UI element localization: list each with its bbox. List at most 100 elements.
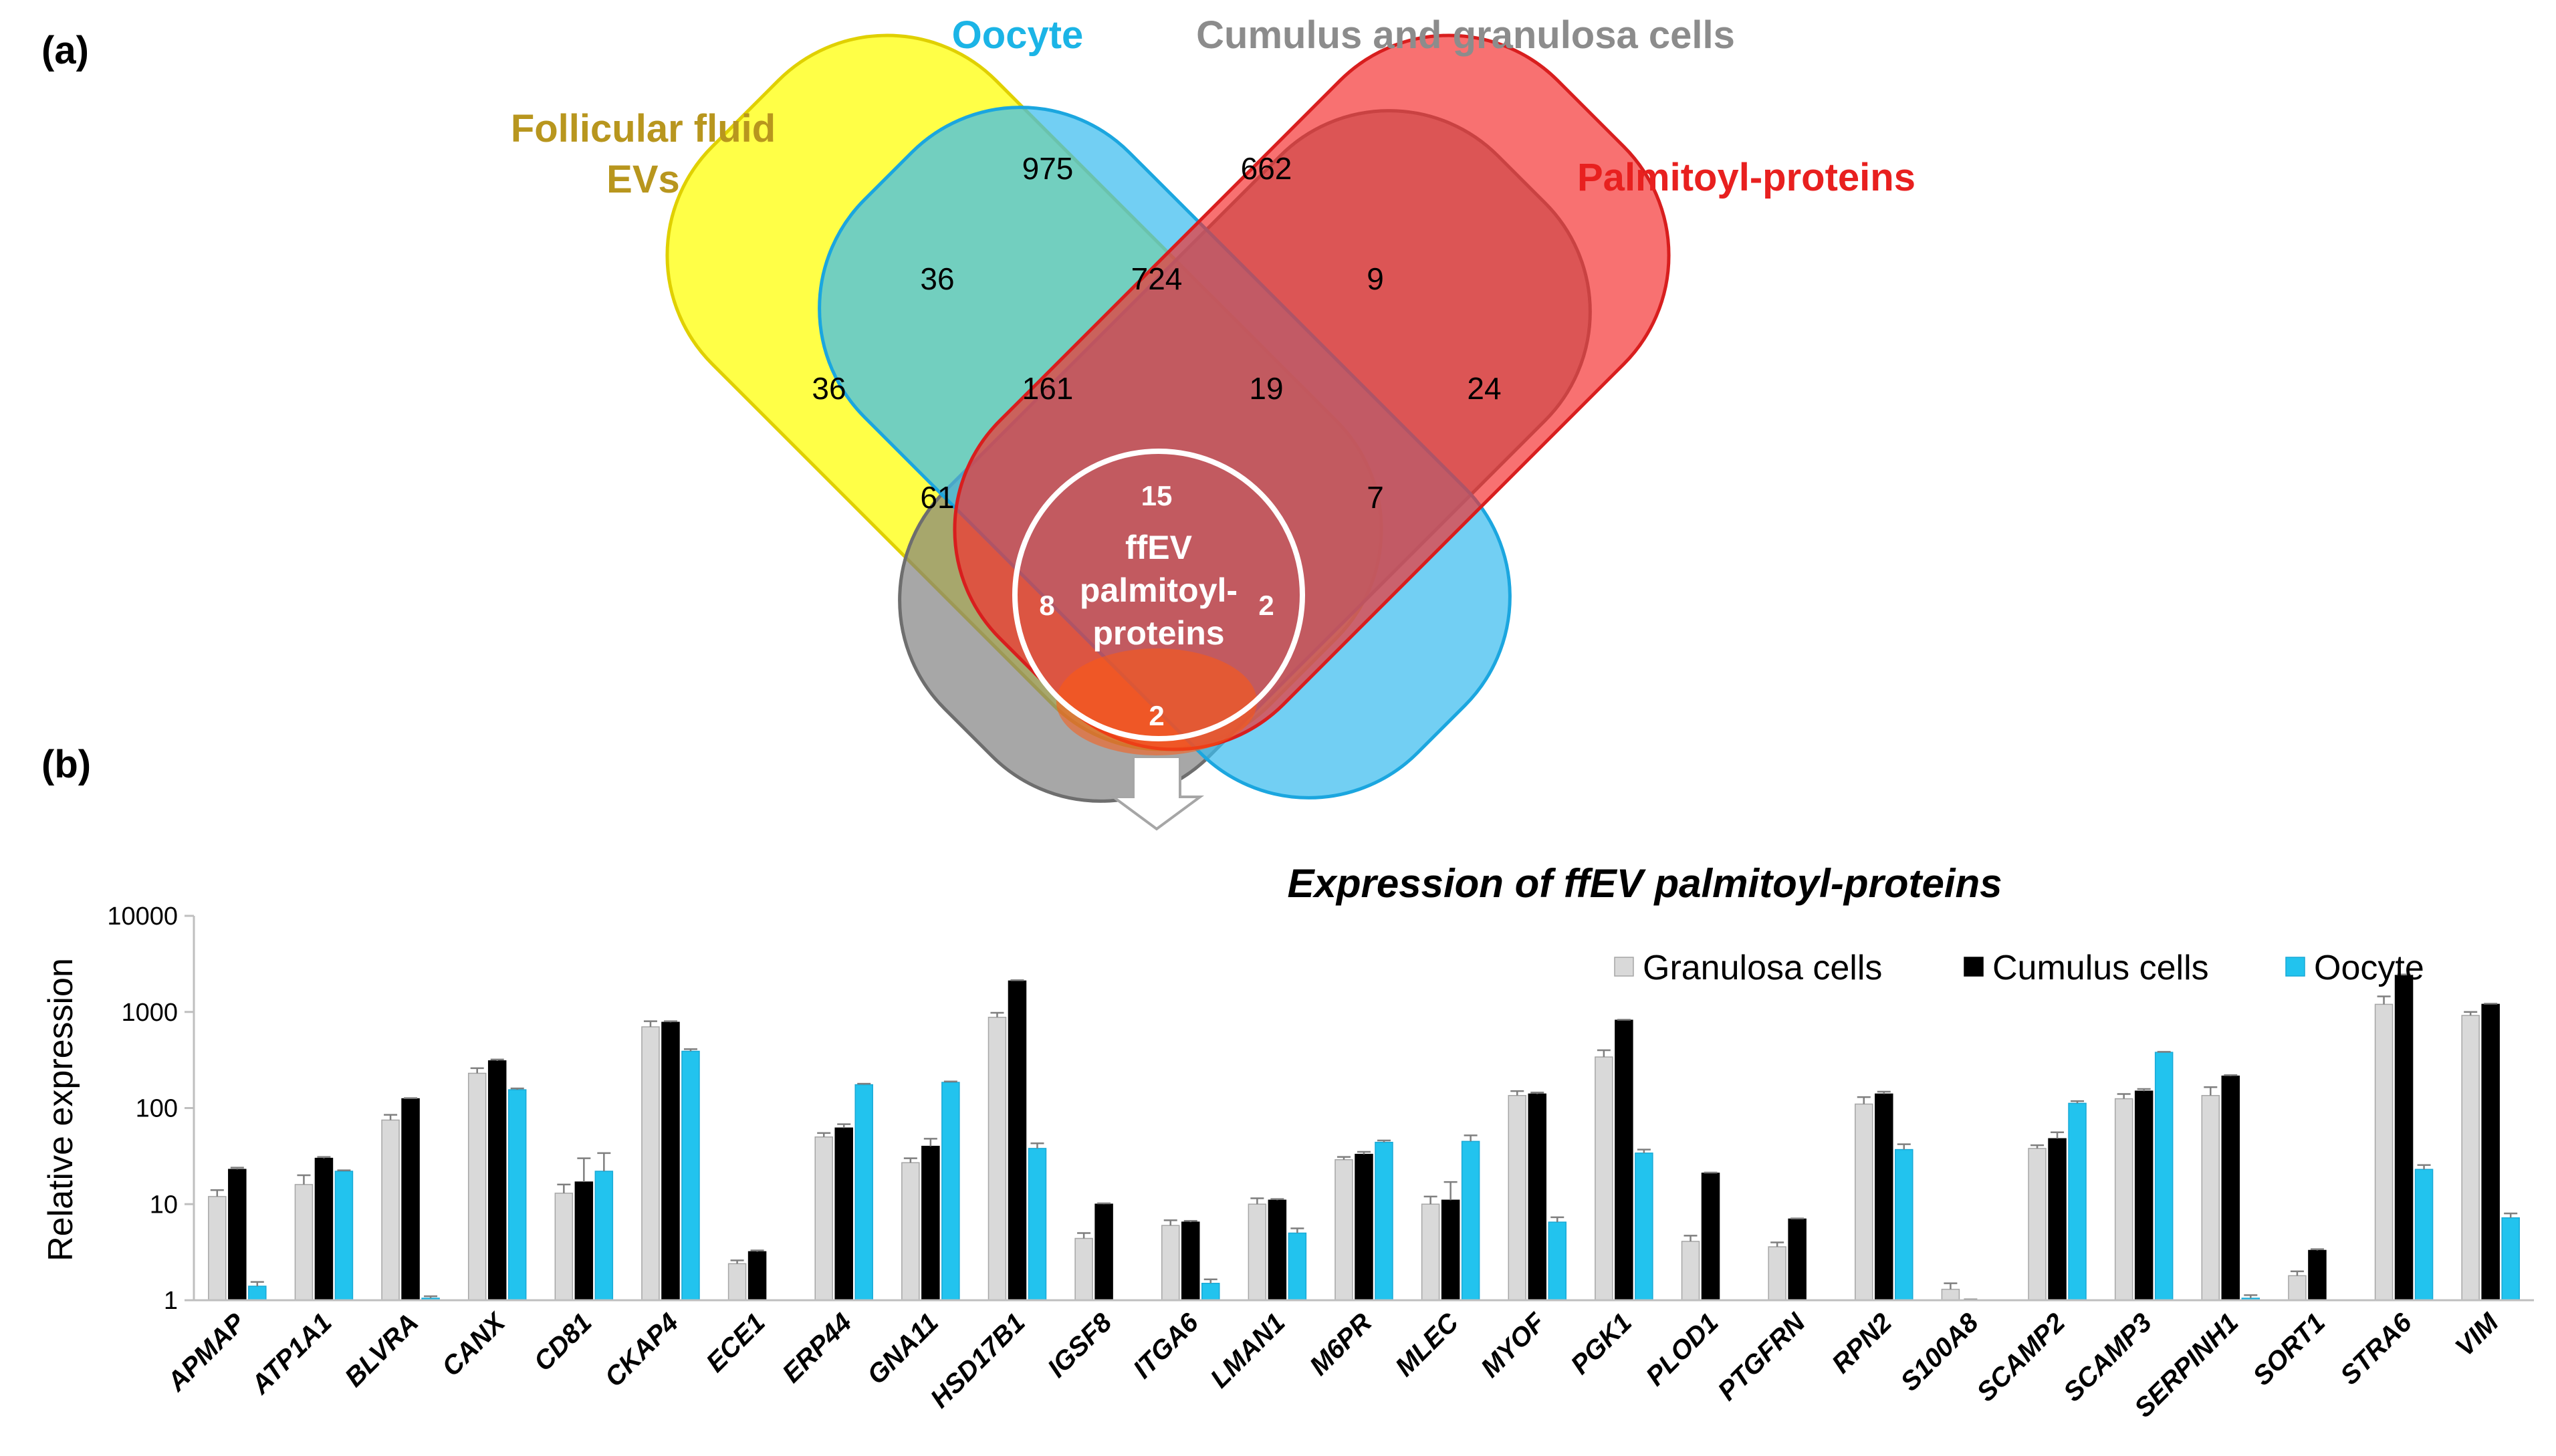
x-tick-label-m6pr: M6PR bbox=[1304, 1308, 1378, 1381]
error-bar-itga6-cumulus-cells bbox=[1183, 1220, 1197, 1223]
region-count-cumulus-palmitoyl: 9 bbox=[1367, 261, 1384, 296]
x-tick-label-erp44: ERP44 bbox=[777, 1308, 858, 1388]
region-count-cumulus-only: 662 bbox=[1241, 151, 1292, 186]
error-bar-rpn2-cumulus-cells bbox=[1877, 1090, 1891, 1094]
error-bar-mlec-granulosa-cells bbox=[1423, 1195, 1437, 1205]
bar-pgk1-cumulus-cells bbox=[1615, 1019, 1633, 1301]
bar-apmap-granulosa-cells bbox=[208, 1196, 227, 1301]
error-bar-s100a8-granulosa-cells bbox=[1944, 1282, 1958, 1290]
bar-sort1-granulosa-cells bbox=[2288, 1275, 2307, 1301]
error-bar-canx-oocyte bbox=[510, 1087, 524, 1090]
bar-myof-granulosa-cells bbox=[1508, 1095, 1527, 1301]
bar-ckap4-granulosa-cells bbox=[641, 1026, 660, 1301]
bar-ece1-cumulus-cells bbox=[747, 1251, 767, 1301]
error-bar-myof-granulosa-cells bbox=[1510, 1090, 1524, 1096]
circle-label-line3: proteins bbox=[1092, 614, 1224, 652]
bar-cd81-cumulus-cells bbox=[574, 1181, 594, 1301]
error-bar-myof-oocyte bbox=[1550, 1216, 1564, 1223]
x-tick-label-hsd17b1: HSD17B1 bbox=[925, 1308, 1030, 1413]
bar-lman1-oocyte bbox=[1288, 1232, 1307, 1301]
error-bar-cd81-granulosa-cells bbox=[557, 1183, 571, 1193]
error-bar-sort1-granulosa-cells bbox=[2290, 1270, 2304, 1276]
bar-scamp3-cumulus-cells bbox=[2134, 1090, 2154, 1301]
region-count-oocyte-only: 975 bbox=[1022, 151, 1074, 186]
error-bar-itga6-oocyte bbox=[1203, 1278, 1217, 1284]
y-tick-label: 1 bbox=[164, 1287, 178, 1315]
error-bar-vim-granulosa-cells bbox=[2464, 1011, 2478, 1015]
error-bar-mlec-oocyte bbox=[1464, 1134, 1478, 1142]
bar-mlec-cumulus-cells bbox=[1441, 1199, 1460, 1301]
x-tick-label-scamp2: SCAMP2 bbox=[1971, 1308, 2071, 1407]
bar-pgk1-oocyte bbox=[1635, 1152, 1653, 1301]
bar-myof-cumulus-cells bbox=[1528, 1093, 1547, 1301]
set-label-palmitoyl-proteins: Palmitoyl-proteins bbox=[1577, 156, 1915, 199]
region-count-ffev-oocyte-cumulus: 161 bbox=[1022, 371, 1074, 406]
error-bar-apmap-oocyte bbox=[250, 1281, 264, 1286]
legend-item-cumulus-cells: Cumulus cells bbox=[1964, 949, 2209, 987]
bar-serpinh1-granulosa-cells bbox=[2201, 1095, 2220, 1301]
bar-hsd17b1-granulosa-cells bbox=[987, 1016, 1007, 1301]
x-tick-label-apmap: APMAP bbox=[161, 1308, 251, 1397]
error-bar-erp44-cumulus-cells bbox=[837, 1123, 851, 1128]
x-tick-label-lman1: LMAN1 bbox=[1205, 1308, 1291, 1394]
bar-cd81-granulosa-cells bbox=[554, 1193, 574, 1301]
y-tick-label: 10 bbox=[150, 1191, 178, 1219]
error-bar-stra6-oocyte bbox=[2417, 1164, 2431, 1170]
circle-label-line2: palmitoyl- bbox=[1080, 572, 1238, 609]
bar-erp44-oocyte bbox=[854, 1084, 873, 1301]
bar-vim-cumulus-cells bbox=[2481, 1003, 2500, 1301]
error-bar-rpn2-granulosa-cells bbox=[1857, 1096, 1871, 1104]
bars bbox=[208, 975, 2520, 1301]
bar-stra6-cumulus-cells bbox=[2394, 975, 2414, 1301]
error-bar-pgk1-cumulus-cells bbox=[1617, 1019, 1631, 1021]
y-tick-label: 1000 bbox=[121, 999, 178, 1027]
error-bar-vim-cumulus-cells bbox=[2484, 1003, 2498, 1005]
bar-gna11-granulosa-cells bbox=[901, 1162, 920, 1301]
error-bar-apmap-cumulus-cells bbox=[230, 1167, 244, 1170]
error-bar-lman1-oocyte bbox=[1290, 1227, 1304, 1233]
x-tick-label-rpn2: RPN2 bbox=[1827, 1308, 1898, 1379]
region-count-ffev-palmitoyl: 2 bbox=[1149, 700, 1164, 731]
error-bar-atp1a1-cumulus-cells bbox=[317, 1156, 331, 1159]
bar-atp1a1-granulosa-cells bbox=[294, 1184, 314, 1301]
error-bar-blvra-cumulus-cells bbox=[404, 1097, 418, 1099]
legend-item-oocyte: Oocyte bbox=[2285, 949, 2424, 987]
bar-lman1-cumulus-cells bbox=[1268, 1199, 1287, 1301]
bar-rpn2-oocyte bbox=[1895, 1148, 1913, 1301]
bar-blvra-cumulus-cells bbox=[401, 1098, 420, 1301]
legend-swatch bbox=[1964, 957, 1984, 977]
x-tick-label-canx: CANX bbox=[437, 1307, 512, 1382]
bar-canx-oocyte bbox=[507, 1089, 527, 1301]
error-bar-gna11-cumulus-cells bbox=[923, 1138, 937, 1146]
error-bar-blvra-oocyte bbox=[424, 1295, 438, 1298]
region-count-ffev-cumulus-palmitoyl: 8 bbox=[1039, 590, 1054, 621]
region-count-ffev-oocyte: 36 bbox=[920, 261, 954, 296]
bar-itga6-granulosa-cells bbox=[1161, 1225, 1180, 1301]
bar-myof-oocyte bbox=[1548, 1221, 1567, 1301]
y-axis-label: Relative expression bbox=[41, 958, 80, 1261]
bar-lman1-granulosa-cells bbox=[1248, 1203, 1267, 1301]
error-bar-ckap4-granulosa-cells bbox=[643, 1020, 657, 1027]
bar-erp44-granulosa-cells bbox=[814, 1136, 833, 1301]
region-count-all-four: 15 bbox=[1141, 480, 1173, 511]
bar-blvra-granulosa-cells bbox=[381, 1119, 400, 1301]
legend-label: Oocyte bbox=[2314, 949, 2424, 987]
error-bar-mlec-cumulus-cells bbox=[1443, 1181, 1458, 1201]
bar-erp44-cumulus-cells bbox=[834, 1127, 853, 1301]
bar-apmap-oocyte bbox=[248, 1286, 267, 1301]
venn-diagram: Follicular fluid EVs Oocyte Cumulus and … bbox=[511, 13, 1915, 831]
error-bar-apmap-granulosa-cells bbox=[210, 1189, 224, 1197]
bar-igsf8-cumulus-cells bbox=[1094, 1203, 1113, 1301]
error-bar-igsf8-granulosa-cells bbox=[1077, 1232, 1091, 1239]
error-bar-m6pr-granulosa-cells bbox=[1337, 1156, 1351, 1160]
bar-mlec-granulosa-cells bbox=[1421, 1203, 1440, 1301]
error-bar-lman1-granulosa-cells bbox=[1250, 1197, 1264, 1205]
bar-m6pr-oocyte bbox=[1375, 1142, 1393, 1301]
region-count-palmitoyl-only: 24 bbox=[1467, 371, 1501, 406]
bar-apmap-cumulus-cells bbox=[228, 1169, 247, 1301]
bar-canx-granulosa-cells bbox=[467, 1072, 487, 1301]
error-bar-hsd17b1-cumulus-cells bbox=[1010, 979, 1024, 981]
down-arrow-icon bbox=[1109, 755, 1205, 831]
